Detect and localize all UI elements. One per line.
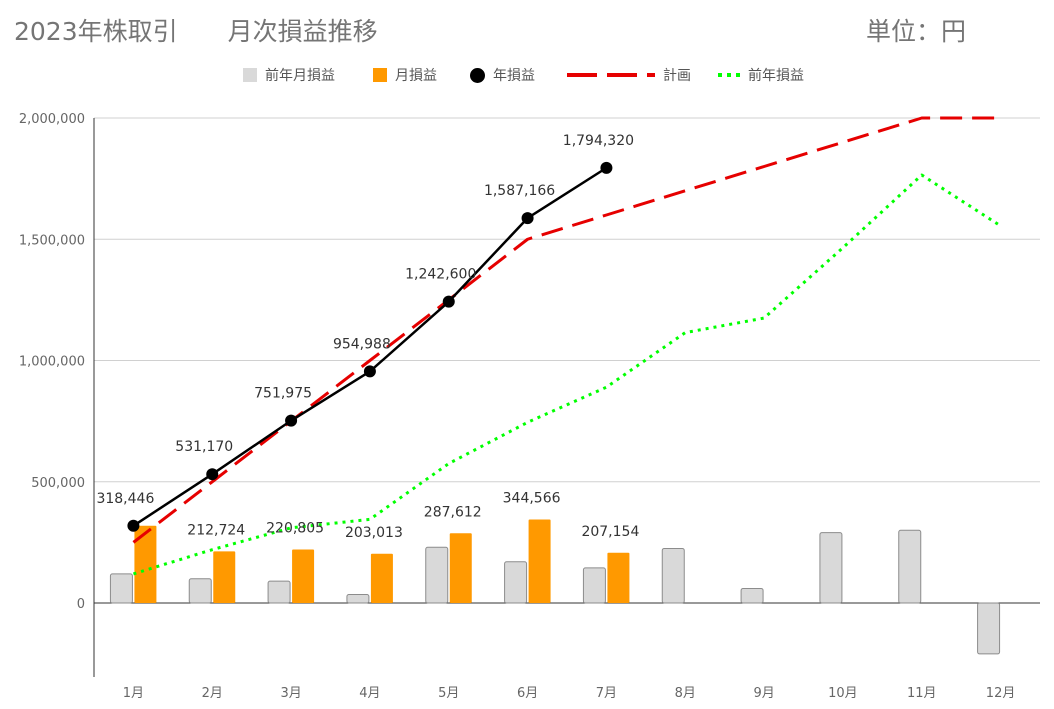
- point-year: [600, 161, 613, 174]
- bar-prev-month: [740, 587, 764, 604]
- unit-label: 単位：円: [866, 17, 967, 46]
- legend-item-plan: 計画: [567, 63, 691, 87]
- x-tick-label: 1月: [123, 686, 144, 701]
- point-year: [521, 212, 534, 225]
- legend-label-month: 月損益: [395, 68, 437, 84]
- point-year: [285, 414, 298, 427]
- data-label-month: 220,805: [266, 520, 324, 536]
- legend-marker-year: [470, 67, 485, 83]
- data-label-year: 1,794,320: [563, 133, 634, 149]
- x-tick-label: 12月: [986, 686, 1016, 701]
- legend-label-prev-year: 前年損益: [748, 68, 804, 84]
- x-tick-label: 10月: [828, 686, 858, 701]
- legend-swatch-month: [373, 68, 387, 82]
- point-year: [206, 468, 219, 481]
- bar-month: [528, 519, 551, 603]
- bar-month: [292, 549, 315, 603]
- line-prev-year: [132, 173, 1002, 576]
- data-label-year: 751,975: [254, 386, 312, 402]
- data-label-year: 1,587,166: [484, 183, 555, 199]
- x-tick-label: 9月: [753, 686, 774, 701]
- legend-item-prev-month: 前年月損益: [243, 63, 335, 87]
- bar-month: [370, 553, 393, 603]
- legend-label-year: 年損益: [493, 68, 535, 84]
- data-label-year: 318,446: [96, 491, 154, 507]
- bar-month: [607, 552, 630, 603]
- legend-label-prev-month: 前年月損益: [265, 68, 335, 84]
- legend-swatch-prev-month: [243, 68, 257, 82]
- point-year: [127, 519, 140, 532]
- legend: 前年月損益 月損益 年損益 計画 前年損益: [0, 63, 1054, 87]
- bar-month: [134, 525, 157, 603]
- x-tick-label: 2月: [202, 686, 223, 701]
- point-year: [363, 365, 376, 378]
- legend-line-plan: [567, 73, 655, 77]
- x-tick-label: 6月: [517, 686, 538, 701]
- data-label-year: 1,242,600: [405, 267, 476, 283]
- bar-prev-month: [582, 567, 606, 604]
- data-label-month: 203,013: [345, 525, 403, 541]
- data-label-month: 207,154: [581, 524, 639, 540]
- data-label-year: 531,170: [175, 439, 233, 455]
- y-tick-label: 1,000,000: [19, 355, 85, 370]
- data-label-month: 212,724: [187, 522, 245, 538]
- line-plan: [132, 116, 1001, 544]
- bar-prev-month: [267, 580, 291, 604]
- legend-item-month: 月損益: [373, 63, 437, 87]
- data-label-month: 287,612: [424, 504, 482, 520]
- y-tick-label: 2,000,000: [19, 112, 85, 127]
- legend-item-year: 年損益: [470, 63, 535, 87]
- x-tick-label: 4月: [359, 686, 380, 701]
- bar-prev-month: [425, 546, 449, 604]
- bar-prev-month: [109, 573, 133, 604]
- bar-prev-month: [346, 594, 370, 604]
- y-tick-label: 500,000: [31, 476, 85, 491]
- legend-label-plan: 計画: [663, 68, 691, 84]
- bar-month: [213, 551, 236, 603]
- x-tick-label: 5月: [438, 686, 459, 701]
- data-label-month: 344,566: [503, 490, 561, 506]
- y-tick-label: 1,500,000: [19, 233, 85, 248]
- x-tick-label: 7月: [596, 686, 617, 701]
- bar-prev-month: [661, 547, 685, 604]
- bar-prev-month: [898, 529, 922, 604]
- y-tick-label: 0: [77, 597, 85, 612]
- bar-prev-month: [977, 602, 1001, 655]
- bar-prev-month: [819, 532, 843, 604]
- data-label-year: 954,988: [333, 336, 391, 352]
- bar-prev-month: [188, 578, 212, 604]
- x-tick-label: 3月: [280, 686, 301, 701]
- legend-item-prev-year: 前年損益: [718, 63, 804, 87]
- chart-title: 2023年株取引 月次損益推移: [14, 17, 378, 46]
- legend-line-prev-year: [718, 73, 740, 77]
- point-year: [442, 295, 455, 308]
- bar-month: [449, 533, 472, 603]
- bar-prev-month: [504, 561, 528, 604]
- x-tick-label: 8月: [675, 686, 696, 701]
- x-tick-label: 11月: [907, 686, 937, 701]
